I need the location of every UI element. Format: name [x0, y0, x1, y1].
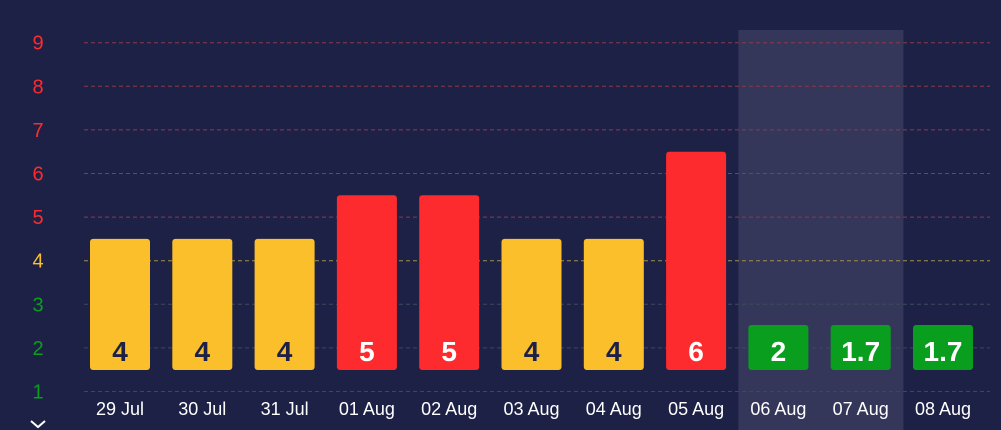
x-tick-label: 29 Jul [96, 399, 144, 419]
bar-value-label: 1.7 [841, 336, 880, 367]
bar-value-label: 4 [195, 336, 211, 367]
y-tick-label-3: 3 [32, 294, 43, 316]
bar-value-label: 6 [688, 336, 704, 367]
x-tick-label: 01 Aug [339, 399, 395, 419]
bar-08-aug[interactable] [913, 325, 973, 370]
bar-05-aug[interactable] [666, 151, 727, 370]
x-tick-label: 03 Aug [503, 399, 559, 419]
chevron-down-icon[interactable] [29, 418, 47, 430]
bar-03-aug[interactable] [501, 238, 562, 370]
y-tick-label-2: 2 [32, 338, 43, 360]
y-axis: 1 2 3 4 5 6 7 8 9 [32, 33, 43, 404]
bar-value-label: 4 [524, 336, 540, 367]
bar-02-aug[interactable] [419, 195, 480, 370]
bar-01-aug[interactable] [336, 195, 397, 370]
bars: 4 4 4 5 5 4 4 6 2 1.7 1.7 [90, 151, 973, 370]
x-tick-label: 08 Aug [915, 399, 971, 419]
bar-29-jul[interactable] [90, 238, 150, 370]
x-tick-label: 02 Aug [421, 399, 477, 419]
x-tick-label: 31 Jul [261, 399, 309, 419]
bar-31-jul[interactable] [254, 238, 315, 370]
bar-30-jul[interactable] [172, 238, 233, 370]
bar-value-label: 1.7 [924, 336, 963, 367]
x-tick-label: 07 Aug [833, 399, 889, 419]
y-tick-label-1: 1 [32, 382, 43, 404]
bar-value-label: 5 [359, 336, 375, 367]
y-tick-label-8: 8 [32, 76, 43, 98]
bar-value-label: 4 [277, 336, 293, 367]
grid-layer [84, 42, 990, 392]
x-tick-label: 06 Aug [750, 399, 806, 419]
bar-04-aug[interactable] [583, 238, 644, 370]
x-tick-label: 05 Aug [668, 399, 724, 419]
x-axis: 29 Jul 30 Jul 31 Jul 01 Aug 02 Aug 03 Aug 04 A… [96, 399, 971, 419]
y-tick-label-7: 7 [32, 120, 43, 142]
y-tick-label-5: 5 [32, 207, 43, 229]
bar-value-label: 4 [112, 336, 128, 367]
x-tick-label: 04 Aug [586, 399, 642, 419]
bar-07-aug[interactable] [830, 325, 891, 370]
bar-value-label: 2 [771, 336, 787, 367]
bar-value-label: 5 [441, 336, 457, 367]
bar-06-aug[interactable] [748, 325, 809, 370]
y-tick-label-9: 9 [32, 33, 43, 55]
y-tick-label-6: 6 [32, 164, 43, 186]
y-tick-label-4: 4 [32, 251, 43, 273]
x-tick-label: 30 Jul [178, 399, 226, 419]
bar-value-label: 4 [606, 336, 622, 367]
